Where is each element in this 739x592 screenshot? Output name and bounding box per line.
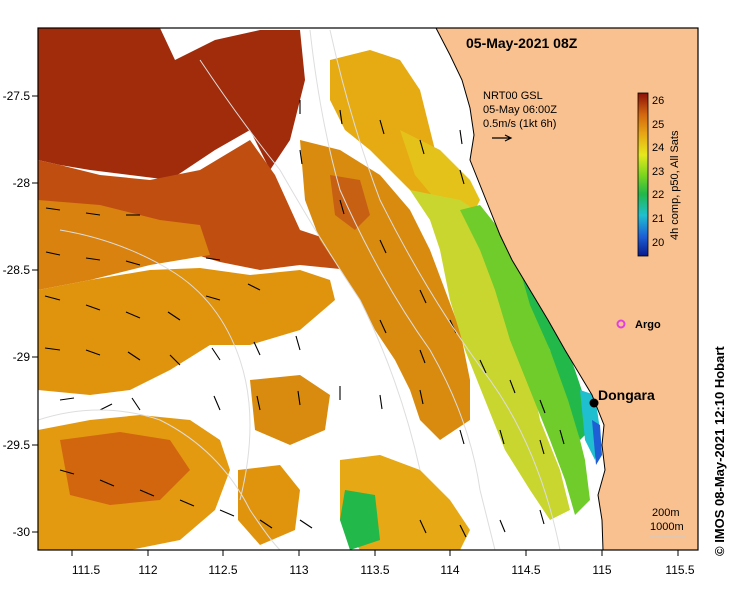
current-legend-line1: NRT00 GSL: [483, 90, 543, 102]
land: [435, 28, 698, 550]
credit-text: © IMOS 08-May-2021 12:10 Hobart: [712, 346, 727, 556]
dongara-marker[interactable]: Dongara: [589, 387, 656, 408]
x-tick-label: 113.5: [360, 563, 389, 577]
colorbar-tick: 24: [652, 142, 664, 154]
y-axis: [32, 95, 38, 533]
scale-arrow-icon: [492, 134, 513, 142]
isobath-legend: 200m 1000m: [650, 507, 686, 537]
x-tick-label: 112.5: [208, 563, 237, 577]
colorbar-tick: 21: [652, 213, 664, 225]
x-tick-label: 115.5: [665, 563, 694, 577]
town-dot-icon: [589, 398, 599, 408]
isobath-legend-line1: 200m: [652, 507, 680, 519]
current-scale-legend: NRT00 GSL 05-May 06:00Z 0.5m/s (1kt 6h): [483, 90, 557, 142]
isobath-lines: [38, 29, 561, 550]
colorbar-label: 4h comp, p50, All Sats: [669, 130, 681, 240]
y-tick-label: -29.5: [3, 438, 31, 452]
x-axis: [71, 550, 679, 556]
colorbar-tick: 26: [652, 95, 664, 107]
plot-frame: [37, 27, 699, 551]
argo-float-icon: [616, 319, 626, 329]
current-legend-line3: 0.5m/s (1kt 6h): [483, 118, 556, 130]
colorbar: 26 25 24 23 22 21 20 4h comp, p50, All S…: [637, 92, 681, 257]
x-tick-label: 114: [440, 563, 459, 577]
x-tick-label: 114.5: [511, 563, 540, 577]
x-tick-label: 113: [289, 563, 308, 577]
x-tick-labels: 111.5 112 112.5 113 113.5 114 114.5 115 …: [72, 563, 695, 577]
plot-area: [38, 28, 698, 550]
x-tick-label: 115: [592, 563, 611, 577]
y-tick-label: -30: [13, 525, 31, 539]
isobath-legend-line2: 1000m: [650, 521, 684, 533]
y-tick-labels: -27.5 -28 -28.5 -29 -29.5 -30: [3, 89, 31, 539]
x-tick-label: 111.5: [72, 563, 101, 577]
current-legend-line2: 05-May 06:00Z: [483, 104, 557, 116]
y-tick-label: -28: [13, 176, 31, 190]
colorbar-tick: 23: [652, 166, 664, 178]
x-tick-label: 112: [138, 563, 157, 577]
colorbar-tick: 20: [652, 237, 664, 249]
colorbar-tick: 22: [652, 189, 664, 201]
argo-marker[interactable]: Argo: [616, 319, 661, 331]
dongara-label: Dongara: [598, 387, 655, 403]
y-tick-label: -27.5: [3, 89, 31, 103]
sst-field: [38, 28, 602, 550]
current-arrows: [44, 100, 565, 538]
y-tick-label: -28.5: [3, 263, 31, 277]
y-tick-label: -29: [13, 350, 31, 364]
map-title: 05-May-2021 08Z: [466, 35, 578, 51]
argo-label: Argo: [635, 319, 661, 331]
colorbar-tick: 25: [652, 119, 664, 131]
